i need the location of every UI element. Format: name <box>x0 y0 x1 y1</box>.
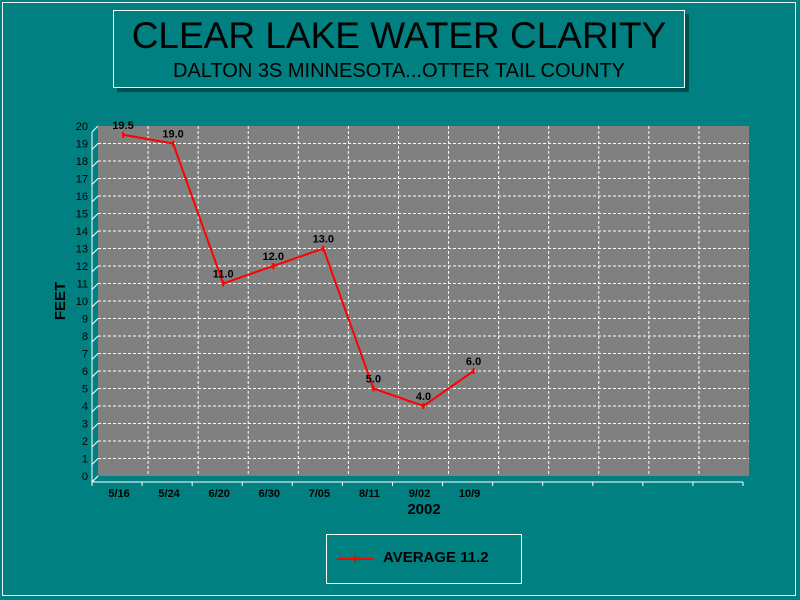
y-tick-label: 19 <box>76 139 88 151</box>
y-tick-mark <box>91 458 99 465</box>
y-tick-mark <box>91 230 99 238</box>
y-tick-label: 3 <box>82 419 88 431</box>
x-tick-label: 8/11 <box>359 488 380 500</box>
y-tick-label: 0 <box>82 471 88 483</box>
y-tick-label: 18 <box>76 156 88 168</box>
y-tick-label: 9 <box>82 314 88 326</box>
x-tick-label: 6/20 <box>208 488 229 500</box>
y-tick-mark <box>91 318 99 325</box>
data-label: 19.0 <box>162 129 183 141</box>
y-tick-mark <box>91 178 99 185</box>
y-tick-label: 5 <box>82 384 88 396</box>
y-tick-label: 1 <box>82 454 88 466</box>
y-tick-mark <box>91 353 99 360</box>
x-tick-label: 7/05 <box>309 488 330 500</box>
y-tick-mark <box>91 370 99 378</box>
y-tick-mark <box>91 405 99 413</box>
y-tick-label: 13 <box>76 244 88 256</box>
x-axis-label: 2002 <box>407 501 440 518</box>
y-tick-label: 12 <box>76 261 88 273</box>
y-tick-label: 20 <box>76 121 88 133</box>
y-tick-label: 11 <box>77 279 88 291</box>
x-tick-label: 5/24 <box>158 488 180 500</box>
y-tick-label: 16 <box>76 191 88 203</box>
data-label: 5.0 <box>366 374 381 386</box>
y-tick-label: 10 <box>76 296 88 308</box>
y-tick-label: 8 <box>82 331 88 343</box>
y-tick-mark <box>91 248 99 255</box>
y-tick-label: 14 <box>76 226 88 238</box>
y-tick-mark <box>91 283 99 290</box>
y-tick-mark <box>91 265 99 273</box>
legend: AVERAGE 11.2 <box>326 534 522 584</box>
y-tick-label: 6 <box>82 366 88 378</box>
title-box: CLEAR LAKE WATER CLARITY DALTON 3S MINNE… <box>113 10 685 88</box>
y-tick-label: 2 <box>82 436 88 448</box>
data-label: 6.0 <box>466 356 481 368</box>
legend-marker <box>354 556 356 562</box>
data-label: 11.0 <box>213 269 234 281</box>
data-label: 12.0 <box>263 251 284 263</box>
chart-title: CLEAR LAKE WATER CLARITY <box>131 15 667 56</box>
y-tick-mark <box>91 388 99 395</box>
y-tick-label: 7 <box>82 349 88 361</box>
legend-label: AVERAGE 11.2 <box>383 549 489 566</box>
y-tick-mark <box>91 143 99 150</box>
y-tick-mark <box>91 440 99 448</box>
series-line <box>122 133 475 408</box>
y-tick-label: 15 <box>76 209 88 221</box>
y-tick-mark <box>91 335 99 343</box>
y-tick-mark <box>91 125 99 133</box>
y-tick-label: 17 <box>76 174 88 186</box>
data-label: 13.0 <box>313 234 334 246</box>
data-label: 4.0 <box>416 391 431 403</box>
y-axis-label: FEET <box>52 282 69 320</box>
y-tick-mark <box>91 195 99 203</box>
x-tick-label: 5/16 <box>108 488 129 500</box>
y-tick-label: 4 <box>82 401 88 413</box>
y-tick-mark <box>91 423 99 430</box>
x-tick-label: 6/30 <box>259 488 280 500</box>
y-tick-mark <box>91 475 99 483</box>
y-tick-mark <box>91 213 99 220</box>
y-tick-mark <box>91 300 99 308</box>
y-tick-mark <box>91 160 99 168</box>
x-tick-label: 10/9 <box>459 488 480 500</box>
chart-subtitle: DALTON 3S MINNESOTA...OTTER TAIL COUNTY <box>173 60 625 82</box>
data-label: 19.5 <box>112 120 133 132</box>
x-tick-label: 9/02 <box>409 488 430 500</box>
